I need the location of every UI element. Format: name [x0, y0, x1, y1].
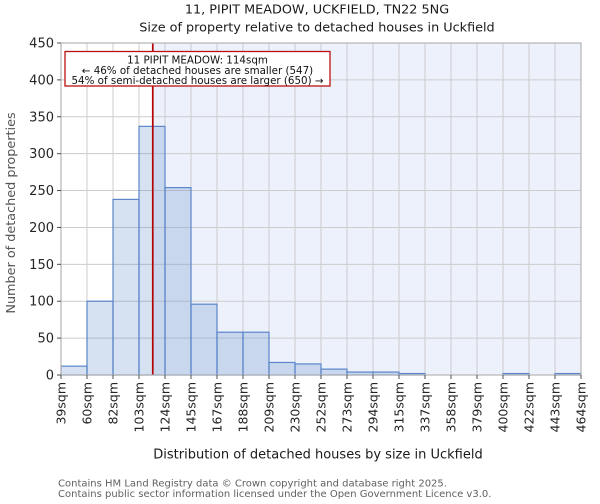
- y-tick-label: 300: [29, 147, 54, 162]
- x-tick-label: 379sqm: [470, 382, 485, 432]
- x-tick-label: 39sqm: [54, 382, 69, 425]
- x-tick-label: 124sqm: [158, 382, 173, 432]
- y-tick-label: 0: [46, 369, 54, 384]
- x-tick-label: 315sqm: [392, 382, 407, 432]
- y-tick-label: 50: [37, 332, 54, 347]
- footer-line-2: Contains public sector information licen…: [58, 489, 491, 500]
- chart-title: 11, PIPIT MEADOW, UCKFIELD, TN22 5NG: [185, 3, 449, 18]
- x-tick-label: 230sqm: [288, 382, 303, 432]
- histogram-bar: [320, 368, 348, 376]
- x-tick-label: 443sqm: [548, 382, 563, 432]
- histogram-bar: [60, 365, 88, 376]
- histogram-bar: [86, 300, 114, 376]
- histogram-bar: [216, 331, 244, 376]
- footer-line-1: Contains HM Land Registry data © Crown c…: [58, 479, 447, 490]
- y-tick-label: 150: [29, 258, 54, 273]
- x-tick-label: 422sqm: [522, 382, 537, 432]
- x-tick-label: 294sqm: [366, 382, 381, 432]
- histogram-bar: [294, 363, 322, 376]
- histogram-bar: [242, 331, 270, 376]
- histogram-bar: [112, 198, 140, 376]
- x-tick-label: 358sqm: [444, 382, 459, 432]
- histogram-bar: [164, 187, 192, 376]
- annotation-line-2: ← 46% of detached houses are smaller (54…: [82, 65, 313, 77]
- y-tick-label: 200: [29, 221, 54, 236]
- y-tick-label: 450: [29, 37, 54, 52]
- x-tick-label: 145sqm: [184, 382, 199, 432]
- shaded-region-larger-properties: [152, 43, 581, 375]
- y-tick-label: 350: [29, 110, 54, 125]
- y-tick-label: 400: [29, 73, 54, 88]
- annotation-line-1: 11 PIPIT MEADOW: 114sqm: [127, 55, 268, 67]
- x-tick-label: 337sqm: [418, 382, 433, 432]
- annotation-box: 11 PIPIT MEADOW: 114sqm ← 46% of detache…: [64, 50, 331, 87]
- y-tick-label: 100: [29, 295, 54, 310]
- y-axis-label: Number of detached properties: [4, 112, 19, 314]
- chart-subtitle: Size of property relative to detached ho…: [139, 21, 494, 36]
- x-tick-label: 167sqm: [210, 382, 225, 432]
- x-tick-label: 188sqm: [236, 382, 251, 432]
- histogram-bar: [268, 361, 296, 376]
- x-tick-label: 400sqm: [496, 382, 511, 432]
- x-tick-label: 464sqm: [574, 382, 589, 432]
- y-tick-label: 250: [29, 184, 54, 199]
- histogram-bar: [190, 303, 218, 376]
- annotation-line-3: 54% of semi-detached houses are larger (…: [71, 75, 323, 87]
- x-axis-label: Distribution of detached houses by size …: [153, 448, 482, 463]
- x-tick-label: 103sqm: [132, 382, 147, 432]
- x-tick-label: 209sqm: [262, 382, 277, 432]
- x-tick-label: 82sqm: [106, 382, 121, 425]
- x-tick-label: 252sqm: [314, 382, 329, 432]
- x-tick-label: 60sqm: [80, 382, 95, 425]
- x-tick-label: 273sqm: [340, 382, 355, 432]
